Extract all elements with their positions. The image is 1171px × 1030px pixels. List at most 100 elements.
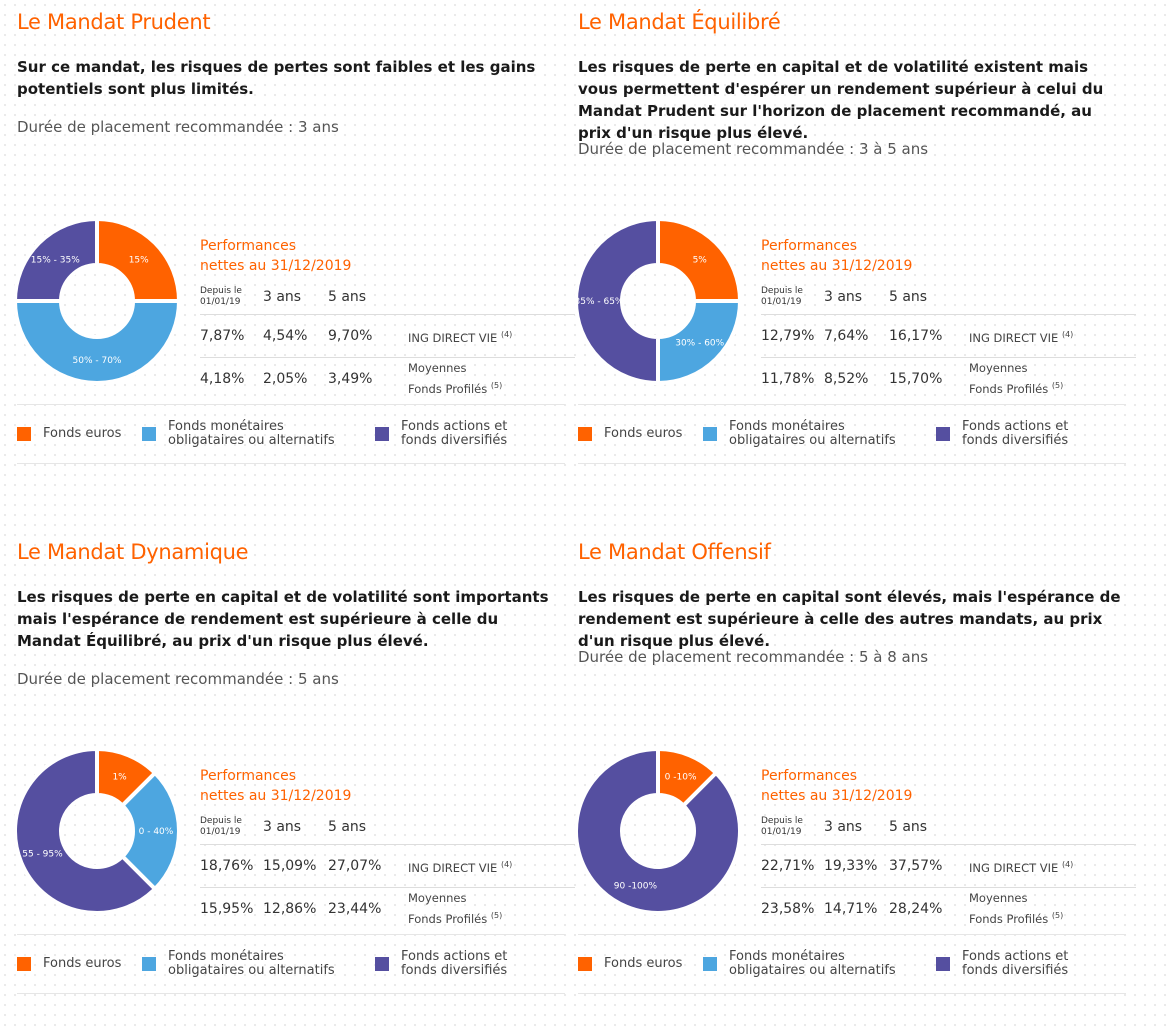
legend-label-fonds-actions: Fonds actions et fonds diversifiés (962, 949, 1069, 978)
performance-row-moyennes: 15,95% 12,86% 23,44% Moyennes Fonds Profi… (200, 887, 575, 930)
column-header-5ans: 5 ans (328, 819, 367, 835)
donut-slice-label: 1% (112, 772, 127, 782)
mandat-title: Le Mandat Équilibré (578, 10, 781, 34)
donut-slice-label: 90 -100% (614, 882, 658, 892)
performance-title-line1: Performances (761, 768, 858, 784)
performance-table: Depuis le 01/01/19 3 ans 5 ans 18,76% 15,… (200, 810, 575, 930)
row-label-moyennes-fonds-profiles: Moyennes Fonds Profilés (5) (969, 887, 1136, 930)
column-header-empty (408, 280, 575, 315)
legend-label-fonds-euros: Fonds euros (604, 426, 683, 441)
legend-item-fonds-euros: Fonds euros (17, 935, 121, 993)
perf-value-since: 12,79% (761, 314, 824, 358)
mandat-description: Les risques de perte en capital sont éle… (578, 588, 1121, 650)
perf-value-5ans: 3,49% (328, 357, 408, 400)
donut-slice-fonds-monetaires (119, 770, 181, 892)
perf-value-5ans: 23,44% (328, 887, 408, 930)
legend-item-fonds-euros: Fonds euros (578, 405, 682, 463)
performance-title-line1: Performances (200, 768, 297, 784)
legend-label-fonds-monetaires: Fonds monétaires obligataires ou alterna… (729, 949, 896, 978)
perf-value-3ans: 8,52% (824, 357, 889, 400)
mandat-description: Les risques de perte en capital et de vo… (17, 588, 549, 650)
legend-swatch-fonds-monetaires (142, 957, 156, 971)
legend-item-fonds-euros: Fonds euros (578, 935, 682, 993)
allocation-donut-chart: 1% 0 - 40% 55 - 95% (13, 746, 181, 915)
legend-item-fonds-monetaires: Fonds monétaires obligataires ou alterna… (142, 405, 335, 463)
performance-title: Performances nettes au 31/12/2019 (761, 236, 961, 276)
donut-slice-label: 0 -10% (665, 772, 697, 782)
perf-value-since: 23,58% (761, 887, 824, 930)
legend-item-fonds-monetaires: Fonds monétaires obligataires ou alterna… (142, 935, 335, 993)
mandat-description: Sur ce mandat, les risques de pertes son… (17, 58, 536, 98)
mandat-title: Le Mandat Offensif (578, 540, 771, 564)
legend-swatch-fonds-actions (375, 957, 389, 971)
donut-slice-fonds-actions (574, 216, 660, 386)
perf-value-5ans: 9,70% (328, 314, 408, 358)
legend-swatch-fonds-euros (578, 427, 592, 441)
column-header-3ans: 3 ans (263, 289, 302, 305)
performance-row-ing-direct-vie: 7,87% 4,54% 9,70% ING DIRECT VIE (4) (200, 314, 575, 358)
donut-slice-label: 50% - 70% (73, 356, 122, 366)
perf-value-since: 18,76% (200, 844, 263, 888)
perf-value-since: 4,18% (200, 357, 263, 400)
column-header-since: Depuis le 01/01/19 (200, 286, 242, 307)
allocation-legend: Fonds euros Fonds monétaires obligataire… (17, 404, 565, 464)
legend-swatch-fonds-actions (936, 957, 950, 971)
performance-title-line2: nettes au 31/12/2019 (200, 788, 352, 804)
allocation-legend: Fonds euros Fonds monétaires obligataire… (578, 404, 1126, 464)
perf-value-3ans: 19,33% (824, 844, 889, 888)
donut-slice-fonds-actions (12, 216, 99, 303)
performance-row-moyennes: 23,58% 14,71% 28,24% Moyennes Fonds Profi… (761, 887, 1136, 930)
perf-value-3ans: 7,64% (824, 314, 889, 358)
performance-row-moyennes: 4,18% 2,05% 3,49% Moyennes Fonds Profilés… (200, 357, 575, 400)
allocation-donut-chart: 5% 30% - 60% 35% - 65% (574, 216, 743, 386)
performance-row-ing-direct-vie: 22,71% 19,33% 37,57% ING DIRECT VIE (4) (761, 844, 1136, 888)
perf-value-3ans: 12,86% (263, 887, 328, 930)
donut-slice-fonds-euros (656, 216, 743, 303)
mandat-card-4: Le Mandat Offensif Les risques de perte … (574, 530, 1138, 1030)
legend-label-fonds-actions: Fonds actions et fonds diversifiés (401, 949, 508, 978)
perf-value-since: 7,87% (200, 314, 263, 358)
legend-swatch-fonds-euros (17, 427, 31, 441)
perf-value-since: 15,95% (200, 887, 263, 930)
column-header-since: Depuis le 01/01/19 (761, 286, 803, 307)
column-header-empty (969, 810, 1136, 845)
row-label-ing-direct-vie: ING DIRECT VIE (4) (969, 314, 1136, 358)
column-header-3ans: 3 ans (824, 819, 863, 835)
performance-table: Depuis le 01/01/19 3 ans 5 ans 12,79% 7,6… (761, 280, 1136, 400)
column-header-empty (408, 810, 575, 845)
performance-row-moyennes: 11,78% 8,52% 15,70% Moyennes Fonds Profil… (761, 357, 1136, 400)
recommended-duration: Durée de placement recommandée : 3 à 5 a… (578, 140, 929, 158)
donut-slice-fonds-monetaires (12, 299, 182, 385)
performance-title-line1: Performances (761, 238, 858, 254)
recommended-duration: Durée de placement recommandée : 3 ans (17, 118, 339, 136)
performance-header-row: Depuis le 01/01/19 3 ans 5 ans (200, 280, 575, 315)
legend-label-fonds-actions: Fonds actions et fonds diversifiés (401, 419, 508, 448)
legend-label-fonds-euros: Fonds euros (604, 956, 683, 971)
legend-swatch-fonds-euros (578, 957, 592, 971)
perf-value-3ans: 2,05% (263, 357, 328, 400)
legend-item-fonds-actions: Fonds actions et fonds diversifiés (936, 935, 1068, 993)
legend-item-fonds-actions: Fonds actions et fonds diversifiés (936, 405, 1068, 463)
row-label-moyennes-fonds-profiles: Moyennes Fonds Profilés (5) (969, 357, 1136, 400)
donut-slice-label: 5% (693, 255, 708, 265)
legend-swatch-fonds-actions (936, 427, 950, 441)
performance-title: Performances nettes au 31/12/2019 (761, 766, 961, 806)
allocation-donut-chart: 15% 50% - 70% 15% - 35% (12, 216, 182, 385)
legend-swatch-fonds-monetaires (142, 427, 156, 441)
row-label-ing-direct-vie: ING DIRECT VIE (4) (408, 844, 575, 888)
performance-row-ing-direct-vie: 12,79% 7,64% 16,17% ING DIRECT VIE (4) (761, 314, 1136, 358)
mandat-title: Le Mandat Dynamique (17, 540, 249, 564)
performance-table: Depuis le 01/01/19 3 ans 5 ans 22,71% 19,… (761, 810, 1136, 930)
column-header-since: Depuis le 01/01/19 (200, 816, 242, 837)
perf-value-5ans: 16,17% (889, 314, 969, 358)
legend-label-fonds-euros: Fonds euros (43, 956, 122, 971)
performance-header-row: Depuis le 01/01/19 3 ans 5 ans (761, 810, 1136, 845)
perf-value-3ans: 4,54% (263, 314, 328, 358)
row-label-ing-direct-vie: ING DIRECT VIE (4) (408, 314, 575, 358)
row-label-moyennes-fonds-profiles: Moyennes Fonds Profilés (5) (408, 357, 575, 400)
donut-slice-fonds-monetaires (656, 299, 743, 386)
performance-table: Depuis le 01/01/19 3 ans 5 ans 7,87% 4,54… (200, 280, 575, 400)
column-header-5ans: 5 ans (328, 289, 367, 305)
performance-header-row: Depuis le 01/01/19 3 ans 5 ans (200, 810, 575, 845)
performance-title: Performances nettes au 31/12/2019 (200, 766, 400, 806)
